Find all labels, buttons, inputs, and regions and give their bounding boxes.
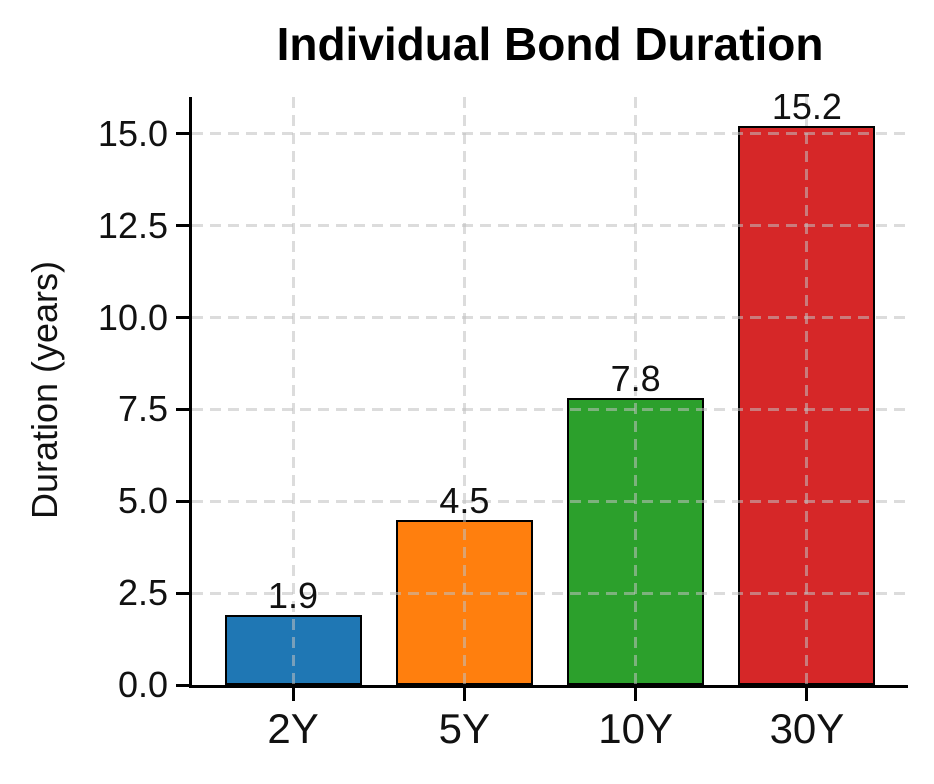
vertical-gridline bbox=[805, 97, 809, 685]
y-tick-label: 7.5 bbox=[117, 388, 168, 430]
y-tick-mark bbox=[176, 132, 189, 136]
y-tick-mark bbox=[176, 224, 189, 228]
chart-title: Individual Bond Duration bbox=[276, 18, 824, 70]
bar-value-label: 7.8 bbox=[610, 358, 661, 400]
horizontal-gridline bbox=[192, 224, 908, 228]
y-tick-mark bbox=[176, 683, 189, 687]
x-tick-mark bbox=[634, 688, 638, 701]
bar-value-label: 4.5 bbox=[439, 479, 490, 521]
x-tick-label: 5Y bbox=[438, 705, 491, 752]
x-axis-spine bbox=[189, 685, 908, 688]
plot-area: 1.9 2Y 4.5 5Y 7.8 10Y 15.2 30Y 0.0 2.5 5.0 7.5 10.0 1… bbox=[98, 88, 908, 752]
horizontal-gridline bbox=[192, 591, 908, 595]
y-tick-label: 12.5 bbox=[97, 204, 168, 246]
x-tick-label: 2Y bbox=[267, 705, 319, 752]
y-tick-mark bbox=[176, 499, 189, 503]
y-tick-mark bbox=[176, 407, 189, 411]
bar-value-label: 1.9 bbox=[268, 575, 319, 617]
horizontal-gridline bbox=[192, 407, 908, 411]
y-tick-mark bbox=[176, 591, 189, 595]
y-tick-label: 0.0 bbox=[117, 664, 168, 705]
y-tick-mark bbox=[176, 316, 189, 319]
y-tick-label: 15.0 bbox=[97, 112, 168, 154]
x-tick-mark bbox=[462, 688, 466, 701]
vertical-gridline bbox=[634, 97, 638, 685]
x-tick-label: 10Y bbox=[598, 705, 673, 752]
y-tick-label: 10.0 bbox=[97, 296, 168, 338]
horizontal-gridline bbox=[192, 132, 908, 136]
x-tick-mark bbox=[291, 688, 295, 701]
y-axis-spine bbox=[189, 97, 192, 688]
vertical-gridline bbox=[291, 97, 295, 685]
horizontal-gridline bbox=[192, 316, 908, 319]
y-tick-label: 5.0 bbox=[117, 480, 168, 522]
x-tick-label: 30Y bbox=[769, 705, 845, 752]
bar-value-label: 15.2 bbox=[771, 86, 842, 128]
y-tick-label: 2.5 bbox=[117, 572, 168, 614]
x-tick-mark bbox=[805, 688, 809, 701]
horizontal-gridline bbox=[192, 499, 908, 503]
vertical-gridline bbox=[462, 97, 466, 685]
